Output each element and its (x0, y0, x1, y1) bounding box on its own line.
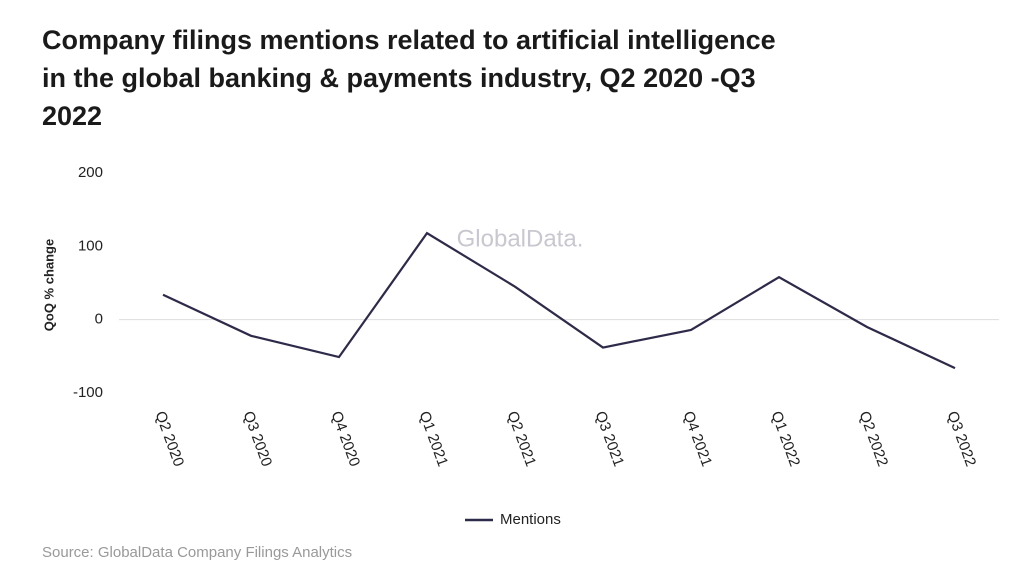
y-tick-label: 200 (78, 164, 103, 181)
chart-title: Company filings mentions related to arti… (42, 25, 776, 55)
x-tick-label: Q4 2021 (680, 409, 716, 469)
chart-title: in the global banking & payments industr… (42, 63, 756, 93)
legend-label: Mentions (500, 511, 561, 528)
x-tick-label: Q3 2020 (240, 409, 276, 469)
y-axis-label: QoQ % change (41, 239, 56, 331)
watermark: GlobalData. (457, 225, 584, 252)
chart-title: 2022 (42, 101, 102, 131)
y-tick-label: -100 (73, 384, 103, 401)
line (162, 231, 956, 370)
x-tick-label: Q1 2021 (416, 409, 452, 469)
x-tick-label: Q1 2022 (768, 409, 804, 469)
source: Source: GlobalData Company Filings Analy… (42, 544, 352, 561)
x-tick-label: Q2 2022 (856, 409, 892, 469)
y-tick-label: 100 (78, 237, 103, 254)
x-tick-label: Q4 2020 (328, 409, 364, 469)
x-tick-label: Q2 2021 (504, 409, 540, 469)
x-tick-label: Q3 2021 (592, 409, 628, 469)
x-tick-label: Q2 2020 (152, 409, 188, 469)
y-tick-label: 0 (95, 311, 103, 328)
x-tick-label: Q3 2022 (944, 409, 980, 469)
